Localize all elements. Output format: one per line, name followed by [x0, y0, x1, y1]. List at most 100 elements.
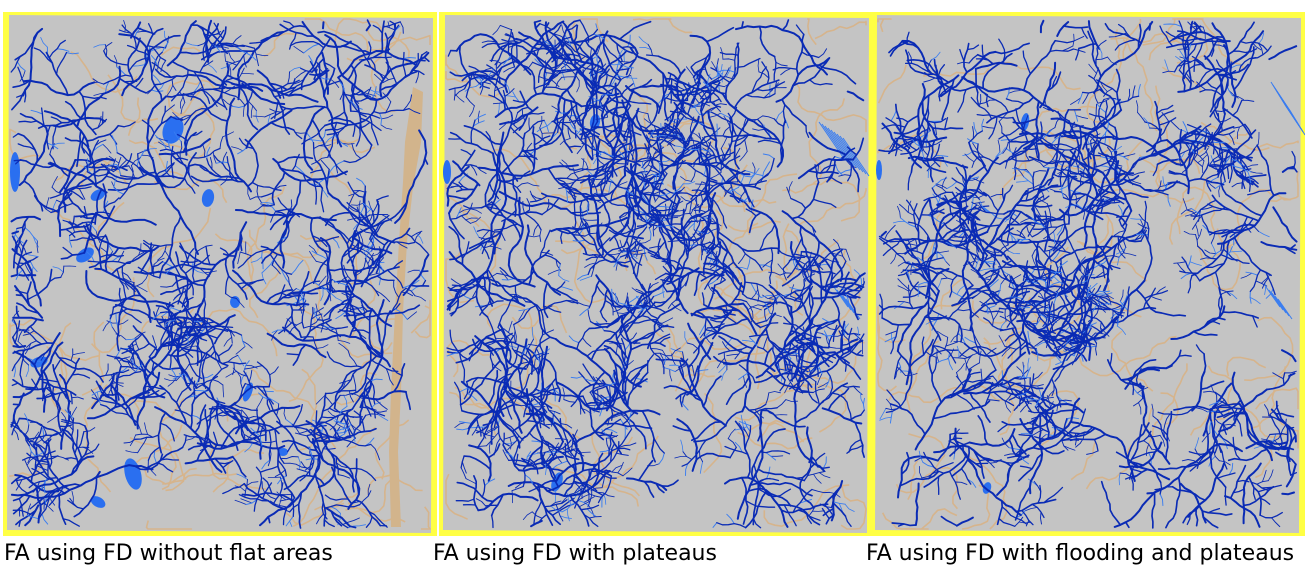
stream-segment [960, 328, 973, 332]
stream-segment [1031, 316, 1120, 357]
stream-segment [236, 473, 248, 480]
stream-segment [605, 437, 610, 451]
stream-segment [542, 387, 584, 398]
stream-segment [311, 250, 329, 261]
stream-segment [710, 127, 721, 137]
stream-segment [250, 105, 254, 119]
stream-segment [1050, 270, 1061, 279]
stream-segment [611, 428, 633, 452]
stream-segment [183, 434, 208, 443]
stream-segment [758, 224, 776, 252]
stream-segment [927, 300, 942, 341]
stream-segment [570, 429, 578, 454]
stream-segment [1016, 180, 1029, 183]
stream-segment [17, 341, 27, 351]
stream-segment [699, 323, 706, 335]
stream-segment [311, 118, 332, 158]
stream-segment [377, 413, 389, 421]
stream-segment [710, 248, 718, 260]
stream-segment [1007, 250, 1021, 255]
stream-segment [671, 347, 681, 357]
stream-segment [1023, 169, 1034, 179]
stream-segment [1236, 148, 1238, 161]
watershed-line [1245, 366, 1287, 434]
stream-segment [23, 318, 38, 334]
drainage-network [878, 19, 1298, 529]
stream-segment [608, 431, 613, 457]
stream-segment [1247, 179, 1251, 192]
stream-segment [197, 351, 203, 383]
stream-segment [781, 98, 807, 127]
stream-segment [918, 450, 924, 463]
stream-segment [720, 137, 728, 149]
flow-accumulation-map [3, 12, 437, 536]
stream-segment [350, 110, 381, 119]
stream-segment [670, 198, 691, 252]
stream-segment [595, 177, 609, 180]
stream-segment [149, 242, 154, 274]
stream-segment [589, 132, 616, 149]
stream-segment [678, 212, 692, 217]
stream-segment [687, 241, 711, 253]
stream-segment [695, 214, 719, 225]
stream-segment [88, 221, 97, 232]
stream-segment [1035, 258, 1047, 268]
stream-segment [921, 470, 939, 479]
stream-segment [702, 81, 712, 92]
stream-segment [1206, 81, 1218, 90]
stream-segment [597, 475, 612, 504]
stream-segment [588, 516, 602, 519]
stream-segment [1073, 48, 1086, 53]
stream-segment [930, 143, 941, 161]
stream-segment [348, 390, 354, 403]
stream-segment [224, 410, 249, 420]
stream-segment [889, 410, 893, 424]
stream-segment [672, 425, 692, 432]
stream-segment [380, 310, 392, 359]
stream-segment [1031, 503, 1045, 519]
stream-segment [643, 480, 655, 498]
watershed-line [1086, 29, 1122, 124]
stream-segment [743, 375, 747, 388]
stream-segment [272, 482, 284, 506]
stream-segment [355, 122, 361, 147]
stream-segment [289, 66, 301, 73]
stream-segment [446, 351, 459, 357]
stream-segment [541, 132, 555, 134]
stream-segment [347, 350, 358, 367]
stream-segment [237, 251, 241, 265]
stream-segment [680, 176, 692, 182]
stream-segment [352, 190, 366, 193]
stream-segment [308, 457, 314, 477]
stream-segment [12, 378, 36, 389]
stream-segment [957, 89, 967, 113]
stream-segment [733, 79, 780, 109]
stream-segment [372, 86, 377, 99]
stream-segment [323, 67, 336, 98]
stream-segment [586, 508, 597, 518]
stream-segment [234, 209, 337, 222]
stream-segment [569, 108, 573, 121]
stream-segment [189, 388, 211, 430]
stream-segment [483, 339, 539, 360]
stream-segment [694, 69, 700, 82]
stream-segment [904, 261, 964, 278]
stream-segment [988, 308, 994, 327]
stream-segment [744, 490, 768, 529]
stream-segment [559, 515, 572, 519]
stream-segment [212, 401, 236, 408]
stream-segment [1192, 330, 1218, 337]
stream-segment [996, 217, 1009, 220]
stream-segment [788, 181, 793, 194]
stream-segment [256, 407, 260, 433]
stream-segment [688, 208, 712, 220]
stream-segment [212, 431, 218, 445]
stream-segment [948, 352, 954, 371]
stream-segment [971, 290, 983, 300]
stream-segment [367, 252, 374, 265]
stream-segment [1110, 306, 1157, 324]
stream-segment [955, 516, 974, 527]
stream-segment [358, 58, 372, 61]
stream-segment [636, 217, 649, 224]
stream-segment [919, 156, 947, 174]
